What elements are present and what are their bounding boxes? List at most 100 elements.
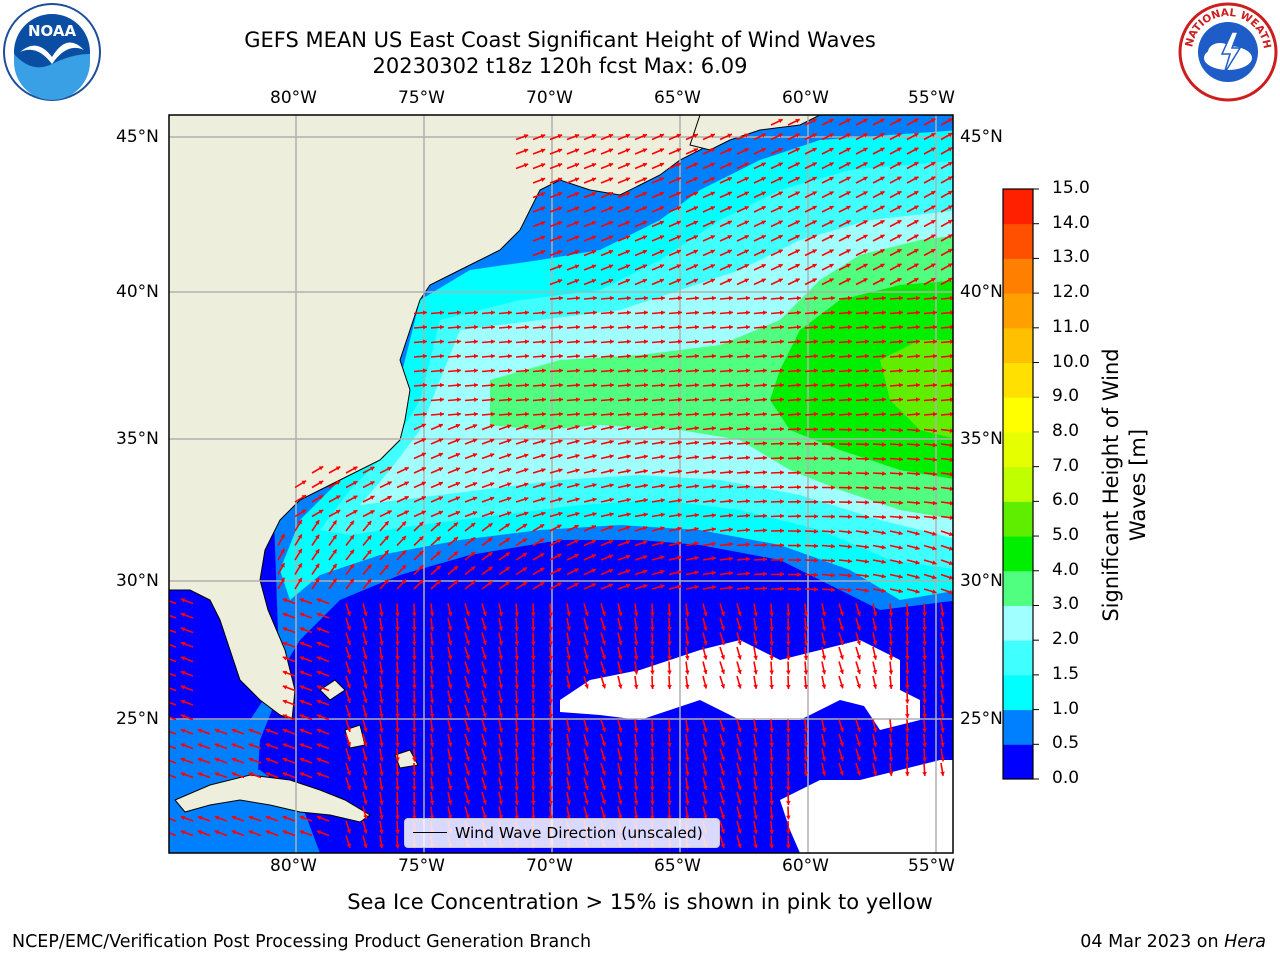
wave-arrowhead	[812, 162, 817, 167]
wave-arrowhead	[642, 220, 647, 226]
wave-arrowhead	[863, 249, 868, 254]
wave-arrowhead	[711, 527, 716, 532]
map-legend: Wind Wave Direction (unscaled)	[404, 818, 720, 848]
wave-arrowhead	[846, 220, 851, 225]
wave-arrowhead	[531, 656, 536, 660]
wave-arrowhead	[660, 411, 665, 417]
wave-arrowhead	[643, 454, 648, 460]
wave-arrowhead	[370, 481, 375, 486]
wave-arrowhead	[947, 133, 953, 138]
wave-arrowhead	[660, 295, 665, 301]
wave-arrowhead	[727, 264, 732, 269]
wave-arrowhead	[557, 134, 563, 139]
wave-arrowhead	[881, 427, 886, 433]
colorbar	[1003, 189, 1033, 780]
wave-arrowhead	[470, 522, 476, 528]
wave-arrowhead	[830, 295, 835, 301]
colorbar-segment	[1003, 744, 1033, 780]
wave-arrowhead	[439, 368, 444, 374]
wave-arrowhead	[584, 640, 589, 645]
wave-arrowhead	[694, 440, 699, 446]
wave-arrowhead	[693, 264, 698, 269]
wave-arrowhead	[633, 771, 639, 776]
wave-arrowhead	[164, 642, 168, 646]
wave-arrowhead	[592, 368, 597, 374]
wave-arrowhead	[626, 439, 631, 445]
wave-arrowhead	[872, 611, 878, 617]
wave-arrowhead	[346, 741, 352, 747]
wave-arrowhead	[881, 411, 886, 417]
wave-arrowhead	[429, 786, 435, 791]
wave-arrowhead	[633, 728, 639, 733]
colorbar-tick-label: 3.0	[1052, 594, 1080, 615]
wave-arrowhead	[710, 220, 715, 225]
wave-arrowhead	[473, 310, 478, 316]
wave-arrowhead	[642, 235, 647, 240]
wave-arrowhead	[728, 310, 733, 316]
wave-arrowhead	[514, 786, 520, 791]
wave-arrowhead	[473, 382, 478, 388]
wave-arrowhead	[633, 626, 639, 631]
wave-arrowhead	[379, 728, 384, 733]
wave-arrowhead	[922, 742, 927, 747]
wave-arrowhead	[540, 221, 546, 226]
wave-arrowhead	[575, 482, 580, 488]
wave-arrowhead	[575, 411, 580, 417]
wave-arrowhead	[839, 684, 844, 689]
wave-arrowhead	[863, 234, 868, 239]
wave-arrowhead	[932, 589, 937, 594]
wave-arrowhead	[677, 324, 682, 330]
wave-arrowhead	[769, 641, 774, 646]
wave-arrowhead	[846, 278, 851, 283]
wave-arrowhead	[556, 539, 562, 544]
wave-arrowhead	[898, 310, 903, 316]
wave-arrowhead	[947, 278, 953, 283]
wave-arrowhead	[830, 368, 835, 374]
wave-arrowhead	[412, 757, 417, 762]
wave-arrowhead	[795, 278, 800, 283]
wave-arrowhead	[591, 525, 596, 530]
wave-arrowhead	[316, 772, 322, 777]
wave-arrowhead	[711, 484, 716, 489]
wave-arrowhead	[769, 771, 774, 776]
wave-arrowhead	[865, 456, 869, 462]
wave-arrowhead	[214, 830, 220, 835]
wave-arrowhead	[248, 757, 254, 763]
wave-arrowhead	[447, 655, 453, 660]
wave-arrowhead	[335, 510, 341, 515]
wave-arrowhead	[575, 310, 580, 316]
wave-arrowhead	[548, 742, 554, 747]
wave-arrowhead	[540, 134, 546, 139]
wave-arrowhead	[786, 612, 791, 617]
wave-arrowhead	[667, 728, 672, 733]
wave-arrowhead	[753, 786, 758, 791]
wave-arrowhead	[575, 511, 580, 517]
wave-arrowhead	[429, 670, 435, 675]
wave-arrowhead	[633, 742, 639, 747]
wave-arrowhead	[753, 771, 758, 776]
wave-arrowhead	[881, 530, 886, 535]
wave-arrowhead	[831, 456, 835, 461]
wave-arrowhead	[473, 368, 478, 374]
wave-arrowhead	[744, 249, 749, 254]
wave-arrowhead	[932, 382, 937, 388]
wave-arrowhead	[617, 800, 623, 805]
lat-label-right-45n: 45°N	[960, 127, 1003, 147]
wave-arrowhead	[848, 427, 852, 433]
wave-arrowhead	[523, 467, 529, 473]
wave-arrowhead	[625, 162, 631, 168]
wave-arrowhead	[395, 612, 400, 617]
wave-arrowhead	[814, 470, 818, 476]
wave-arrowhead	[856, 655, 861, 660]
wave-arrowhead	[856, 727, 861, 732]
wave-arrowhead	[711, 426, 716, 431]
wave-arrowhead	[710, 191, 715, 196]
colorbar-tick-label: 1.5	[1052, 663, 1080, 684]
wave-arrowhead	[694, 425, 699, 431]
colorbar-segment	[1003, 258, 1033, 294]
wave-arrowhead	[803, 612, 809, 617]
wave-arrowhead	[418, 565, 424, 570]
wave-arrowhead	[812, 176, 817, 182]
wave-arrowhead	[778, 249, 783, 254]
wave-arrowhead	[737, 669, 742, 674]
